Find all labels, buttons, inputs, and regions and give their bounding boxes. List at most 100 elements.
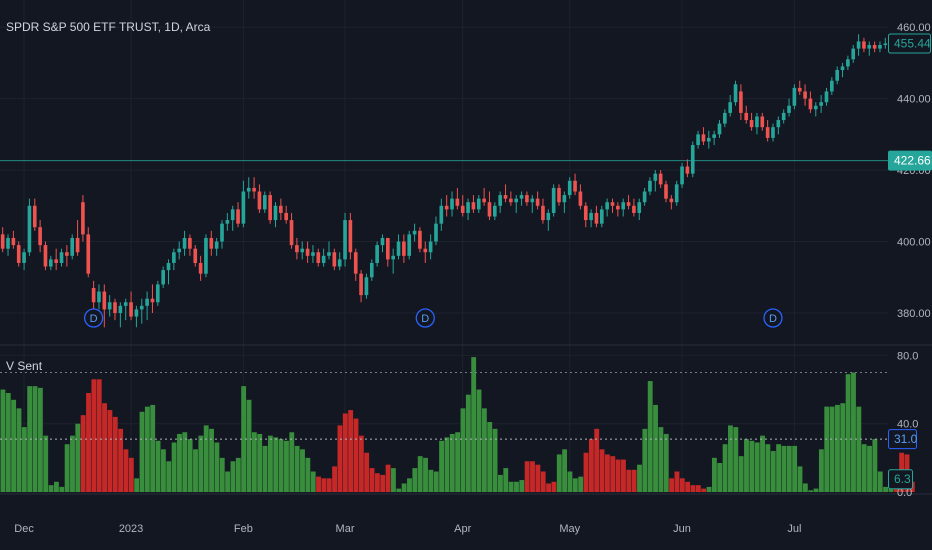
indicator-axis[interactable]: 80.0 40.0 0.0 31.0 6.3: [888, 350, 919, 499]
candle-body: [605, 202, 609, 210]
candle-body: [878, 45, 882, 49]
v-sent-bar: [316, 476, 321, 492]
candle-body: [396, 241, 401, 256]
v-sent-bar: [797, 466, 803, 492]
v-sent-bar: [728, 425, 733, 492]
candle-body: [225, 220, 230, 224]
last-price-badge[interactable]: [888, 33, 931, 54]
candle-body: [851, 48, 856, 60]
last-price-label[interactable]: 455.44: [894, 36, 931, 50]
v-sent-bar: [508, 481, 514, 492]
v-sent-bar: [519, 480, 525, 492]
indicator-level-badge[interactable]: [888, 429, 917, 450]
candle-body: [241, 191, 246, 224]
v-sent-bar: [134, 478, 140, 492]
candle-body: [541, 205, 545, 221]
candle-body: [781, 112, 786, 121]
candle-body: [107, 302, 112, 310]
dividend-marker-circle[interactable]: [83, 308, 104, 328]
v-sent-bar: [364, 452, 370, 492]
v-sent-bar: [332, 466, 338, 492]
v-sent-bar: [182, 432, 188, 492]
candle-body: [145, 298, 149, 306]
v-sent-bar: [851, 372, 856, 492]
v-sent-bar: [43, 435, 49, 492]
marker-price-label[interactable]: 422.66: [894, 154, 931, 168]
v-sent-bar: [171, 442, 177, 492]
v-sent-bar: [107, 410, 113, 492]
v-sent-bar: [888, 488, 894, 492]
candle-body: [840, 66, 845, 71]
candle-body: [257, 191, 262, 210]
v-sent-bar: [48, 485, 54, 492]
v-sent-bar: [75, 423, 81, 492]
price-axis[interactable]: 460.00440.00420.00400.00380.00422.66455.…: [888, 22, 932, 320]
dividend-marker-circle[interactable]: [415, 308, 435, 328]
v-sent-bar: [337, 425, 343, 492]
v-sent-bar: [246, 399, 252, 492]
marker-price-badge[interactable]: [888, 150, 932, 171]
v-sent-bar: [621, 459, 626, 492]
v-sent-bar: [273, 437, 279, 492]
candle-body: [594, 212, 599, 224]
v-sent-bar: [690, 485, 696, 492]
candle-body: [311, 252, 315, 256]
v-sent-bar: [776, 444, 782, 492]
v-sent-bar: [91, 379, 97, 492]
time-axis[interactable]: Dec 2023 Feb Mar Apr May Jun Jul: [14, 523, 801, 535]
v-sent-bar: [193, 449, 198, 492]
candle-body: [129, 302, 133, 317]
v-sent-bar: [166, 461, 172, 492]
candle-body: [482, 198, 486, 203]
v-sent-bar: [840, 403, 846, 492]
candle-body: [690, 145, 695, 174]
candle-body: [616, 205, 620, 210]
dividend-marker[interactable]: D: [763, 308, 783, 328]
v-sent-bar: [160, 449, 166, 492]
v-sent-bar: [674, 471, 680, 492]
v-sent-bar: [70, 435, 75, 492]
indicator-title[interactable]: V Sent: [6, 359, 43, 373]
v-sent-bar: [230, 461, 236, 492]
candle-body: [118, 305, 123, 313]
candle-body: [792, 87, 797, 106]
candle-body: [819, 102, 823, 106]
dividend-marker[interactable]: D: [415, 308, 435, 328]
candle-body: [268, 195, 272, 221]
v-sent-bar: [540, 471, 546, 492]
v-sent-bar: [310, 471, 316, 492]
candle-body: [813, 105, 818, 110]
candle-body: [113, 302, 117, 313]
dividend-marker-label[interactable]: D: [421, 313, 429, 325]
candle-body: [273, 205, 278, 221]
dividend-marker-label[interactable]: D: [90, 313, 98, 325]
dividend-marker[interactable]: D: [83, 308, 104, 328]
candle-body: [493, 205, 497, 217]
indicator-last-badge[interactable]: [888, 469, 913, 490]
v-sent-bar: [112, 416, 118, 492]
symbol-title[interactable]: SPDR S&P 500 ETF TRUST, 1D, Arca: [6, 20, 211, 34]
candle-body: [856, 41, 861, 49]
indicator-tick-label: 40.0: [897, 419, 918, 431]
candle-body: [337, 259, 342, 267]
v-sent-bar: [813, 488, 819, 492]
dividend-marker-circle[interactable]: [763, 308, 783, 328]
v-sent-bar: [294, 445, 300, 492]
candle-body: [610, 202, 615, 206]
v-sent-bar: [535, 464, 541, 492]
candle-body: [573, 180, 577, 192]
candle-body: [321, 255, 326, 263]
dividend-marker-label[interactable]: D: [769, 313, 777, 325]
indicator-level-label[interactable]: 31.0: [894, 432, 918, 446]
indicator-last-label[interactable]: 6.3: [894, 472, 911, 486]
candle-body: [503, 195, 508, 199]
v-sent-bar: [401, 483, 407, 492]
candle-body: [701, 134, 706, 142]
candle-body: [172, 252, 176, 263]
candle-body: [418, 230, 422, 249]
candle-body: [653, 173, 658, 181]
time-tick-label: Dec: [14, 523, 34, 535]
indicator-tick-label: 80.0: [897, 350, 918, 362]
